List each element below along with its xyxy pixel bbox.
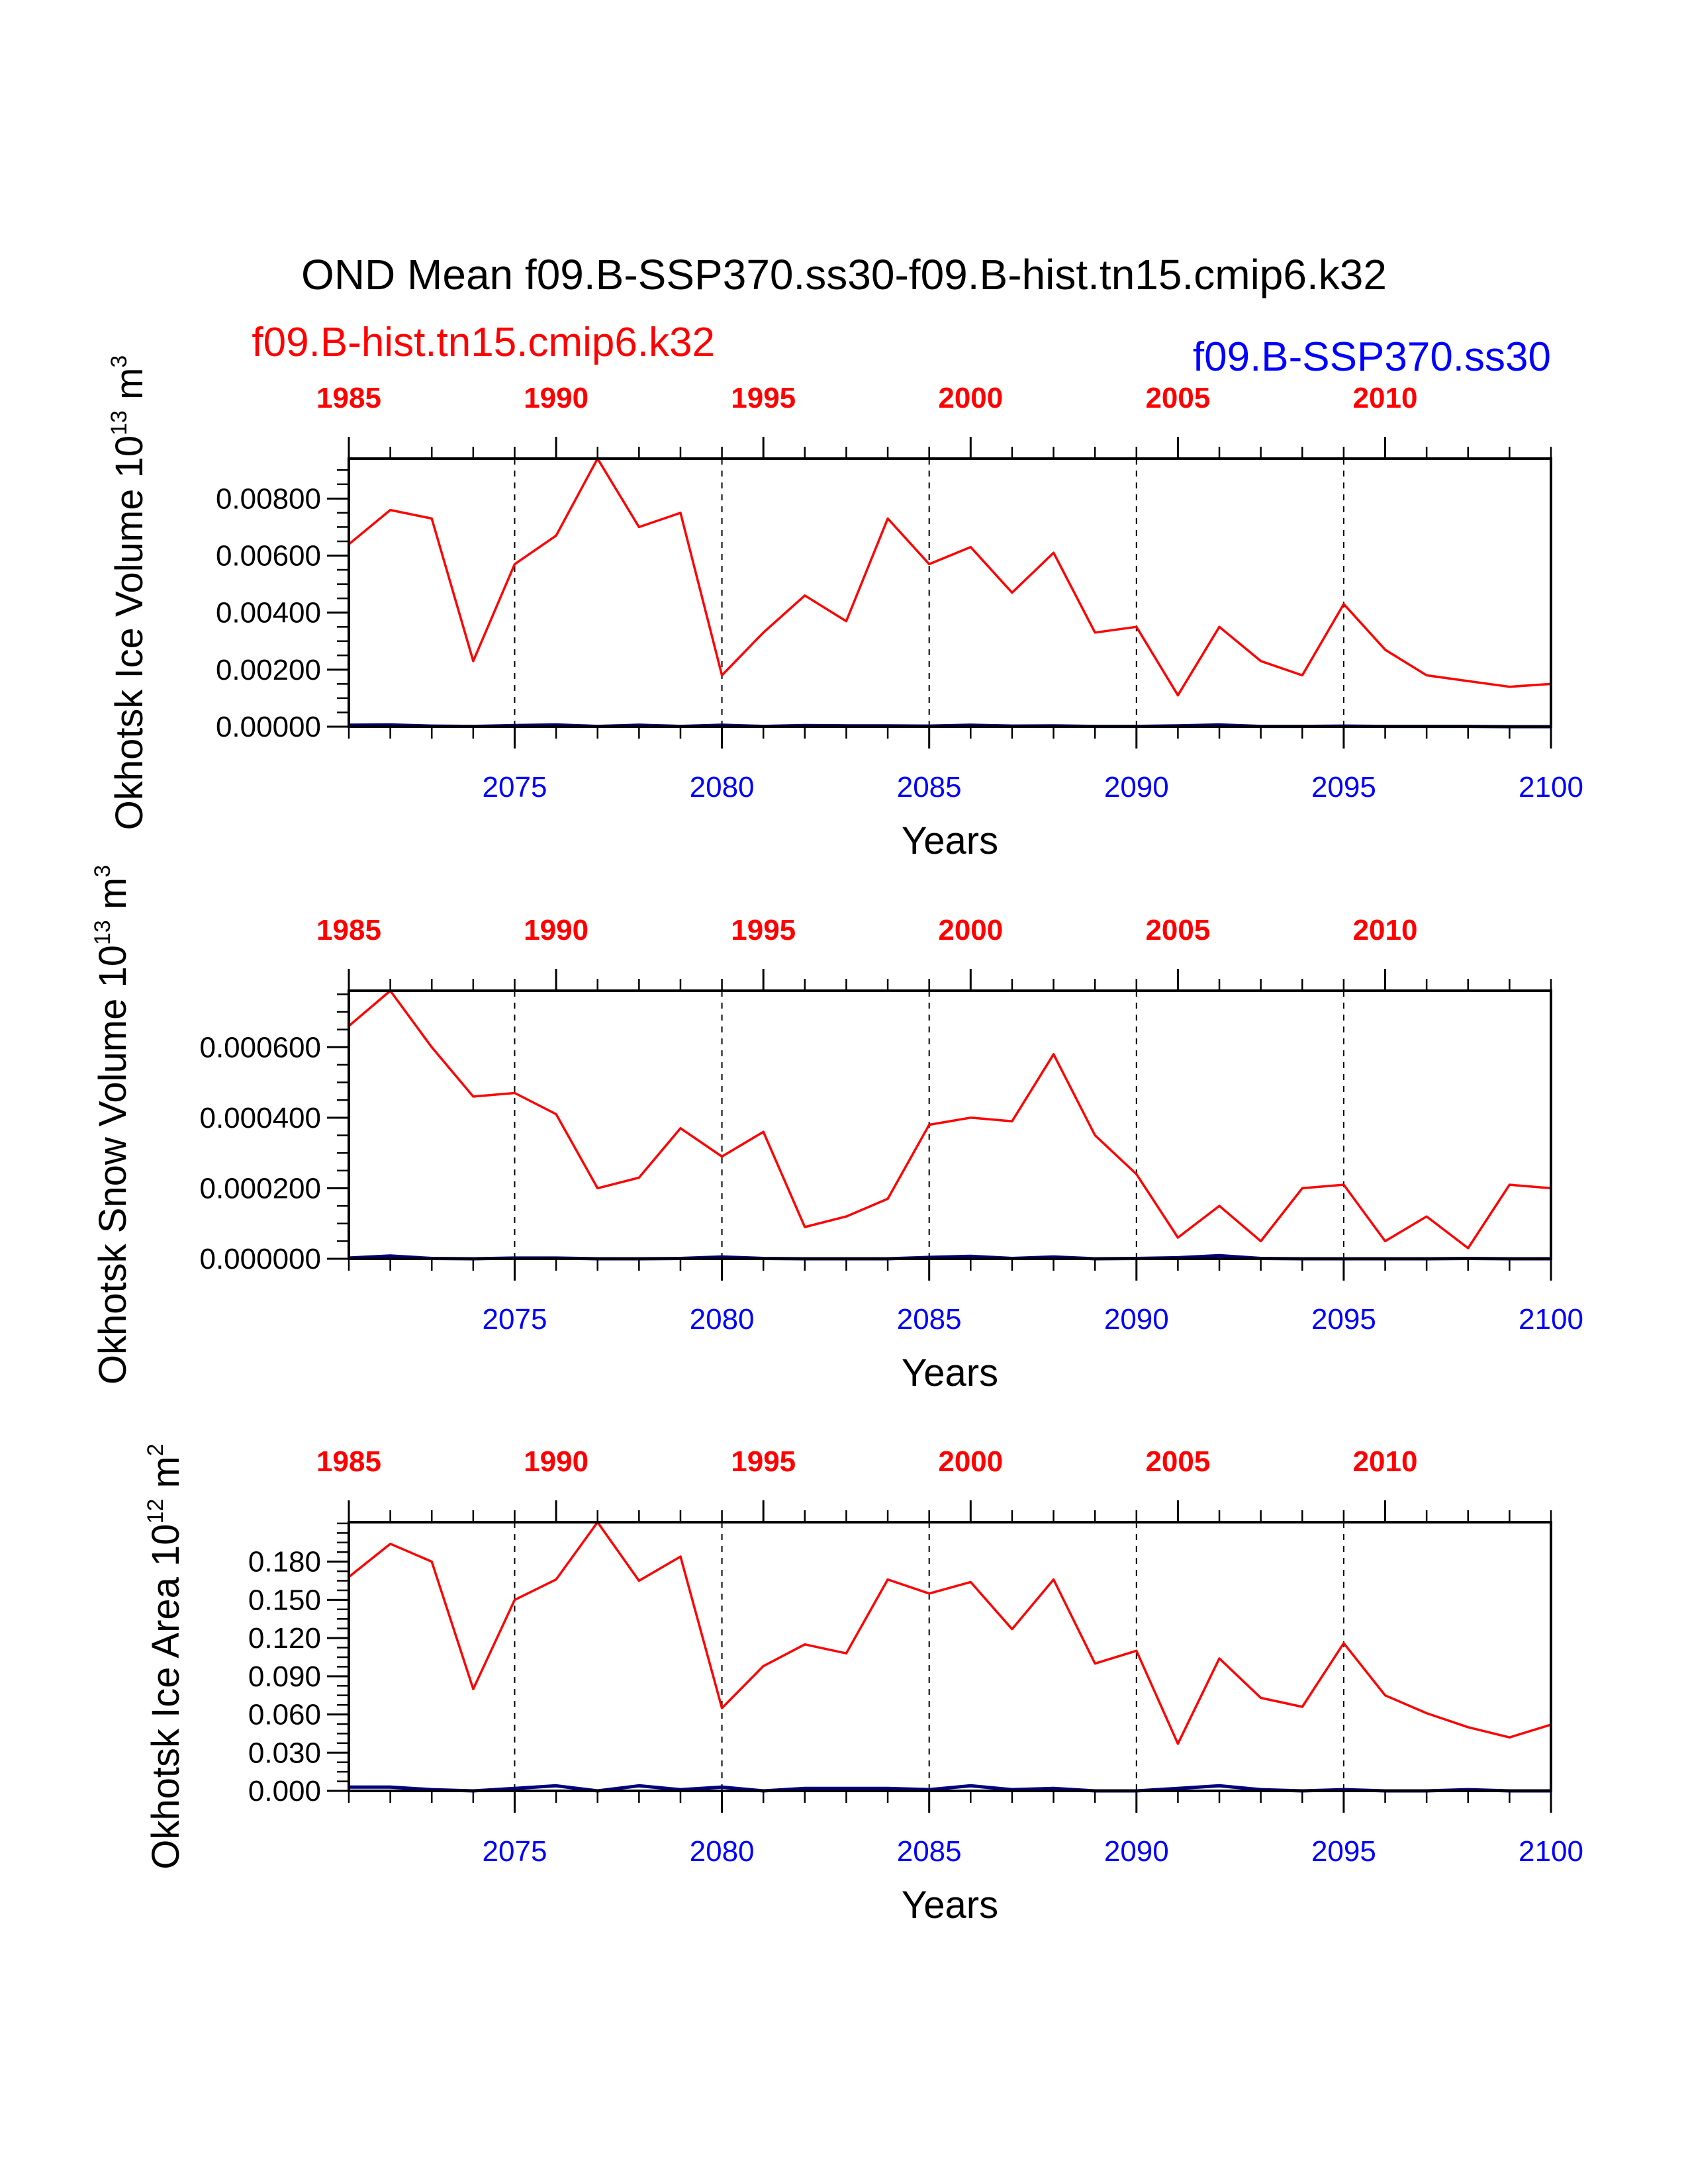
x-tick-label-top: 2000 xyxy=(938,1445,1003,1478)
x-tick-label-bottom: 2090 xyxy=(1104,771,1169,803)
y-axis-label-unit: m xyxy=(144,1456,187,1498)
x-tick-label-bottom: 2085 xyxy=(897,771,962,803)
panel-ice-area: 0.000 0.030 0.060 0.090 0.120 0.150 0.180 2075 2… xyxy=(143,1443,1583,1927)
plot-frame xyxy=(348,457,1552,728)
y-tick-label: 0.00600 xyxy=(216,539,321,572)
y-axis-label-unit-exponent: 2 xyxy=(143,1443,168,1456)
y-tick-label: 0.000200 xyxy=(199,1172,321,1205)
y-axis-label-text: Okhotsk Ice Area 10 xyxy=(144,1524,187,1869)
x-tick-label-top: 2010 xyxy=(1353,914,1418,946)
y-axis-label: Okhotsk Snow Volume 1013 m3 xyxy=(90,865,134,1385)
x-tick-label-top: 2005 xyxy=(1145,1445,1210,1478)
x-tick-label-top: 1990 xyxy=(524,1445,588,1478)
experiment-label-hist: f09.B-hist.tn15.cmip6.k32 xyxy=(252,320,715,365)
x-tick-label-top: 1990 xyxy=(524,382,588,414)
x-axis-label: Years xyxy=(902,819,998,862)
y-tick-label: 0.090 xyxy=(248,1661,321,1693)
x-tick-label-bottom: 2095 xyxy=(1311,1303,1376,1336)
x-tick-label-bottom: 2075 xyxy=(483,1303,547,1336)
y-axis-label-exponent: 13 xyxy=(107,410,132,435)
x-axis-label: Years xyxy=(902,1884,998,1927)
y-tick-label: 0.00400 xyxy=(216,597,321,629)
x-tick-label-bottom: 2090 xyxy=(1104,1835,1169,1868)
y-tick-label: 0.00800 xyxy=(216,482,321,515)
x-tick-label-bottom: 2100 xyxy=(1519,771,1583,803)
y-tick-label: 0.030 xyxy=(248,1737,321,1769)
y-tick-label: 0.150 xyxy=(248,1584,321,1616)
series-line-hist xyxy=(348,457,1552,697)
plot-frame xyxy=(348,989,1552,1260)
y-tick-label: 0.180 xyxy=(248,1546,321,1578)
x-tick-label-bottom: 2075 xyxy=(483,1835,547,1868)
y-tick-label: 0.00000 xyxy=(216,711,321,743)
y-axis-label: Okhotsk Ice Volume 1013 m3 xyxy=(107,355,151,831)
y-tick-label: 0.000600 xyxy=(199,1031,321,1064)
x-tick-label-bottom: 2090 xyxy=(1104,1303,1169,1336)
x-tick-label-top: 2010 xyxy=(1353,1445,1418,1478)
x-tick-label-bottom: 2085 xyxy=(897,1303,962,1336)
x-tick-label-bottom: 2100 xyxy=(1519,1303,1583,1336)
y-tick-label: 0.000000 xyxy=(199,1243,321,1275)
plot-frame xyxy=(348,1521,1552,1792)
y-tick-label: 0.060 xyxy=(248,1699,321,1731)
x-tick-label-top: 1990 xyxy=(524,914,588,946)
y-axis-label-unit: m xyxy=(108,368,151,410)
y-axis-label-unit-exponent: 3 xyxy=(107,355,132,368)
x-tick-label-top: 1985 xyxy=(316,914,381,946)
y-tick-label: 0.00200 xyxy=(216,654,321,686)
y-axis-label: Okhotsk Ice Area 1012 m2 xyxy=(143,1443,187,1869)
x-tick-label-top: 2000 xyxy=(938,914,1003,946)
experiment-label-ssp: f09.B-SSP370.ss30 xyxy=(1193,334,1551,380)
y-tick-label: 0.000400 xyxy=(199,1102,321,1134)
x-tick-label-bottom: 2085 xyxy=(897,1835,962,1868)
x-axis-label: Years xyxy=(902,1351,998,1394)
x-tick-label-bottom: 2100 xyxy=(1519,1835,1583,1868)
x-tick-label-bottom: 2080 xyxy=(690,1835,755,1868)
series-line-hist xyxy=(348,989,1552,1250)
y-axis-label-text: Okhotsk Ice Volume 10 xyxy=(108,435,151,830)
figure-title: OND Mean f09.B-SSP370.ss30-f09.B-hist.tn… xyxy=(301,251,1387,298)
x-tick-label-bottom: 2075 xyxy=(483,771,547,803)
panel-snow-volume: 0.000000 0.000200 0.000400 0.000600 2075 2080… xyxy=(90,865,1583,1394)
x-tick-label-top: 2000 xyxy=(938,382,1003,414)
x-tick-label-top: 1995 xyxy=(731,382,796,414)
x-tick-label-top: 2005 xyxy=(1145,914,1210,946)
x-tick-label-bottom: 2095 xyxy=(1311,1835,1376,1868)
x-tick-label-top: 1985 xyxy=(316,1445,381,1478)
y-tick-label: 0.000 xyxy=(248,1775,321,1807)
x-tick-label-top: 1995 xyxy=(731,914,796,946)
y-axis-label-text: Okhotsk Snow Volume 10 xyxy=(91,945,134,1385)
x-tick-label-top: 2010 xyxy=(1353,382,1418,414)
x-tick-label-top: 1985 xyxy=(316,382,381,414)
y-tick-label: 0.120 xyxy=(248,1622,321,1655)
y-axis-label-exponent: 12 xyxy=(143,1499,168,1524)
x-tick-label-bottom: 2080 xyxy=(690,771,755,803)
y-axis-label-unit-exponent: 3 xyxy=(90,865,115,878)
x-tick-label-top: 1995 xyxy=(731,1445,796,1478)
series-line-hist xyxy=(348,1521,1552,1745)
x-tick-label-bottom: 2080 xyxy=(690,1303,755,1336)
x-tick-label-top: 2005 xyxy=(1145,382,1210,414)
y-axis-label-exponent: 13 xyxy=(90,920,115,945)
panel-ice-volume: 0.00000 0.00200 0.00400 0.00600 0.00800 2075 2… xyxy=(107,355,1583,862)
y-axis-label-unit: m xyxy=(91,878,134,920)
x-tick-label-bottom: 2095 xyxy=(1311,771,1376,803)
